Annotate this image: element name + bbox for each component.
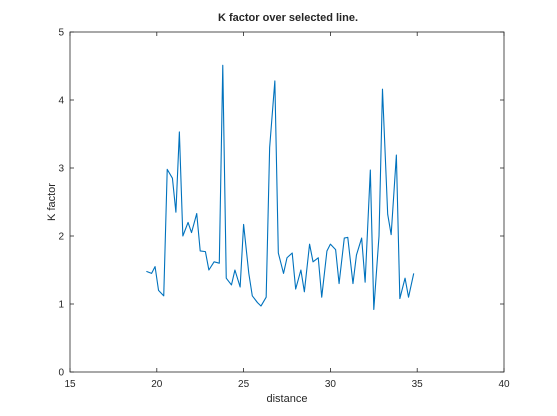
x-tick-label: 30 [325,379,337,390]
plot-area [69,31,505,373]
x-tick-label: 40 [498,379,510,390]
y-tick-label: 1 [58,300,64,311]
y-tick-label: 4 [58,96,64,107]
y-tick-label: 5 [58,28,64,39]
k-factor-series-line [146,64,415,310]
x-tick-label: 35 [412,379,424,390]
y-tick-label: 0 [58,368,64,379]
x-tick-label: 20 [151,379,163,390]
chart-title: K factor over selected line. [218,12,358,24]
x-tick-label: 15 [64,379,76,390]
x-axis-label: distance [267,393,308,405]
x-tick-label: 25 [238,379,250,390]
y-tick-label: 2 [58,232,64,243]
y-axis-label: K factor [46,183,58,221]
y-axis: 0 1 2 3 4 5 [58,28,504,379]
y-tick-label: 3 [58,164,64,175]
x-axis: 15 20 25 30 35 40 [64,32,510,390]
